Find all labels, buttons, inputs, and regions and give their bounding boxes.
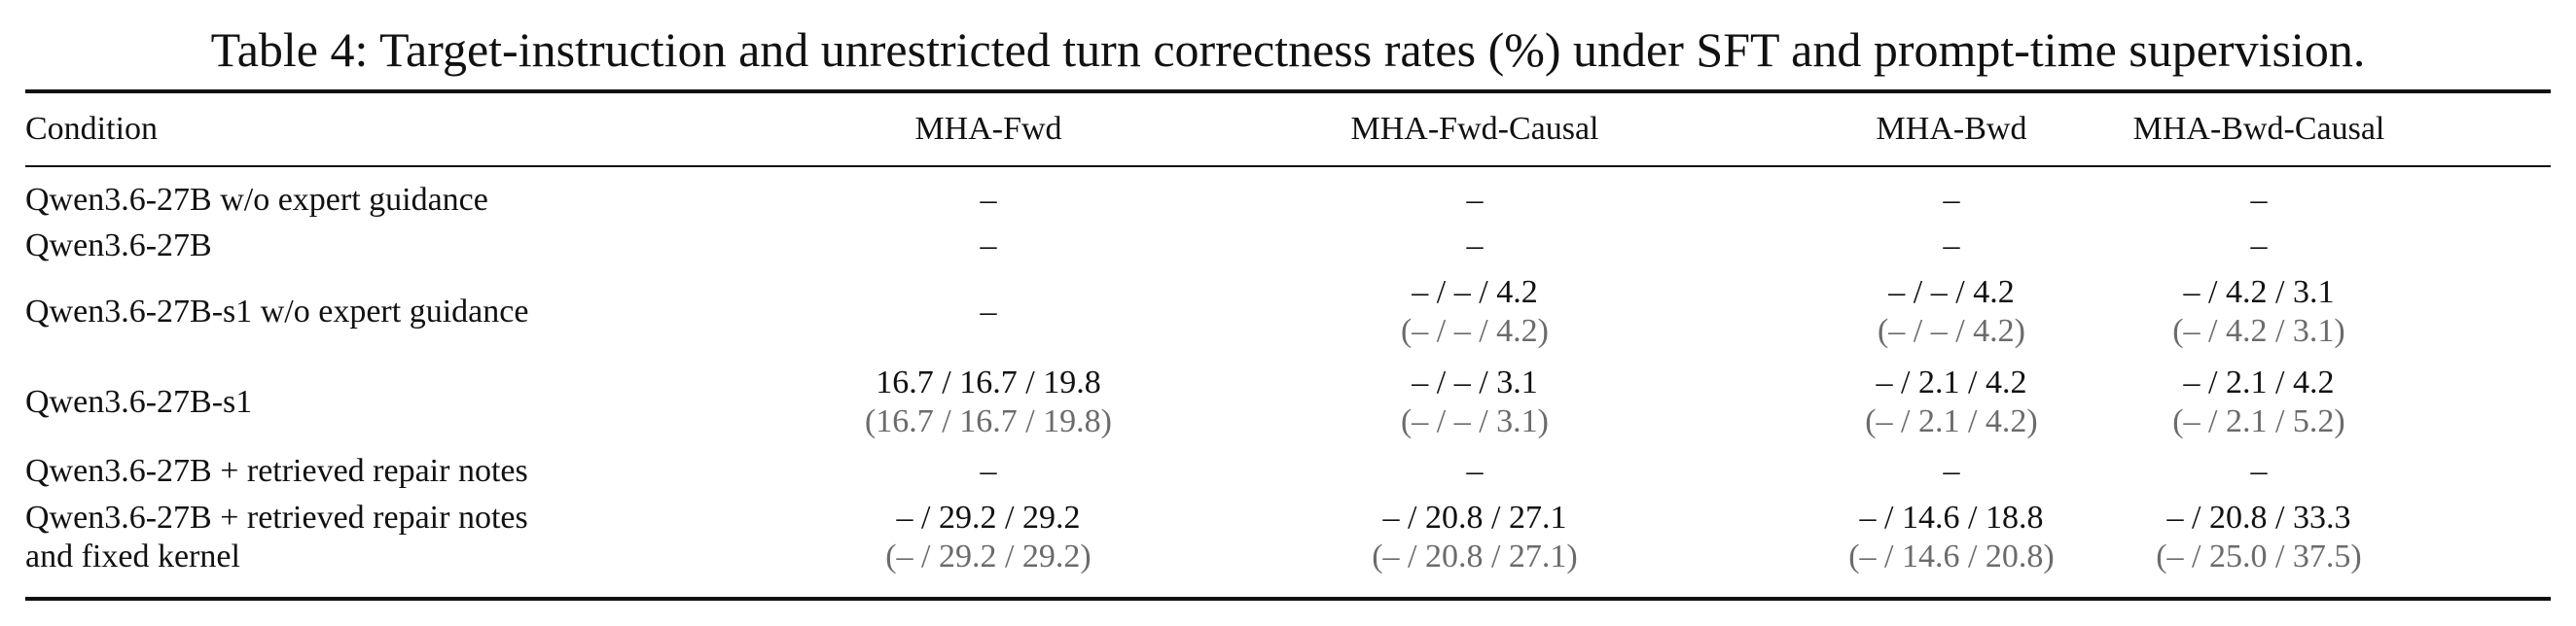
header-mha-bwd-causal: MHA-Bwd-Causal [2132,111,2385,147]
row-value-mha-bwd-causal: – / 2.1 / 4.2 (– / 2.1 / 5.2) [2172,365,2345,439]
row-value-mha-bwd-causal: – [2250,182,2268,218]
row-value-mha-fwd-causal: – / – / 4.2 (– / – / 4.2) [1400,274,1550,349]
row-value-mha-bwd: – / – / 4.2 (– / – / 4.2) [1877,274,2026,349]
table-row: Qwen3.6-27B-s1 w/o expert guidance – – /… [25,269,2551,355]
table-row: Qwen3.6-27B w/o expert guidance – – – – [25,179,2551,222]
row-value-mha-bwd: – [1943,453,1960,489]
row-value-mha-fwd-causal: – [1466,227,1484,263]
row-value-mha-fwd-causal: – [1466,453,1484,489]
table-bottom-rule [25,597,2551,601]
table-row: Qwen3.6-27B – – – – [25,225,2551,267]
table-header-rule [25,165,2551,167]
header-mha-fwd: MHA-Fwd [914,111,1062,147]
row-value-mha-fwd-causal: – [1466,182,1484,218]
row-value-mha-bwd: – [1943,227,1960,263]
row-value-mha-bwd: – / 2.1 / 4.2 (– / 2.1 / 4.2) [1865,365,2038,439]
row-value-mha-bwd: – [1943,182,1960,218]
header-mha-bwd: MHA-Bwd [1876,111,2027,147]
table-header-row: Condition MHA-Fwd MHA-Fwd-Causal MHA-Bwd… [25,93,2551,165]
header-mha-fwd-causal: MHA-Fwd-Causal [1350,111,1599,147]
table-caption: Table 4: Target-instruction and unrestri… [210,22,2366,77]
table-row: Qwen3.6-27B-s1 16.7 / 16.7 / 19.8 (16.7 … [25,360,2551,445]
row-condition: Qwen3.6-27B [25,227,212,263]
row-value-mha-bwd-causal: – [2250,453,2268,489]
row-condition: Qwen3.6-27B + retrieved repair notes and… [25,500,528,574]
row-condition: Qwen3.6-27B-s1 [25,384,253,420]
table-top-rule [25,89,2551,93]
row-value-mha-fwd-causal: – / 20.8 / 27.1 (– / 20.8 / 27.1) [1372,500,1578,574]
row-value-mha-fwd: 16.7 / 16.7 / 19.8 (16.7 / 16.7 / 19.8) [864,365,1113,439]
row-value-mha-fwd: – [980,182,997,218]
header-condition: Condition [25,111,159,147]
row-value-mha-fwd-causal: – / – / 3.1 (– / – / 3.1) [1400,365,1550,439]
row-value-mha-bwd-causal: – / 4.2 / 3.1 (– / 4.2 / 3.1) [2172,274,2345,349]
row-value-mha-fwd: – [980,227,997,263]
row-value-mha-fwd: – [980,453,997,489]
row-value-mha-fwd: – / 29.2 / 29.2 (– / 29.2 / 29.2) [885,500,1091,574]
row-value-mha-bwd: – / 14.6 / 18.8 (– / 14.6 / 20.8) [1848,500,2055,574]
table-row: Qwen3.6-27B + retrieved repair notes – –… [25,450,2551,493]
row-value-mha-bwd-causal: – [2250,227,2268,263]
row-value-mha-fwd: – [980,294,997,330]
row-condition: Qwen3.6-27B-s1 w/o expert guidance [25,294,529,330]
table-row: Qwen3.6-27B + retrieved repair notes and… [25,495,2551,580]
row-condition: Qwen3.6-27B w/o expert guidance [25,182,488,218]
row-value-mha-bwd-causal: – / 20.8 / 33.3 (– / 25.0 / 37.5) [2156,500,2362,574]
row-condition: Qwen3.6-27B + retrieved repair notes [25,453,528,489]
